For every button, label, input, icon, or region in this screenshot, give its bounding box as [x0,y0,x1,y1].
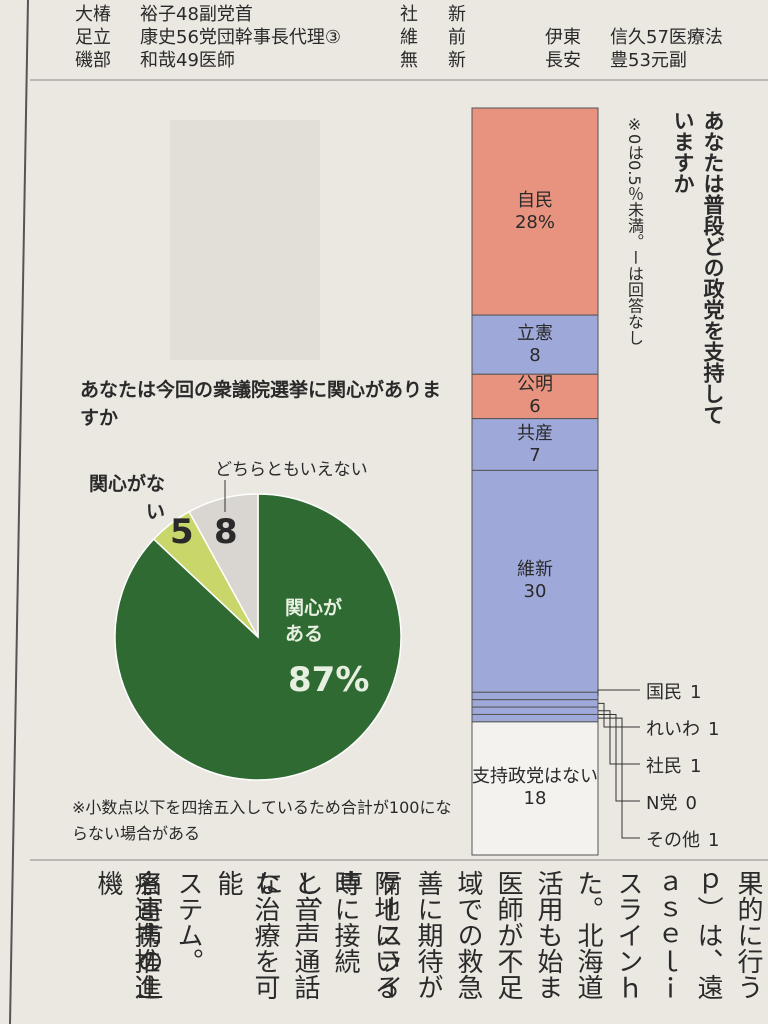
header-cell: 社 [400,4,418,25]
segment-label: 公明 6 [472,370,598,417]
body-column: 果的に行う [733,870,763,1000]
body-column: 療連携推進機 [93,870,160,1000]
body-column: な治療を可能 [213,870,280,1000]
segment-label: N党 0 [646,793,697,814]
bar-segment [471,699,599,708]
segment-value: 18 [523,788,547,810]
header-cell: 伊東 [545,27,581,48]
header-cell: 新 [448,50,466,71]
segment-label: その他 1 [646,830,720,851]
slice-value: 5 [170,512,194,552]
header-cell: 維 [400,27,418,48]
segment-label: れいわ 1 [646,719,720,740]
slice-label: 関心がある [285,597,343,645]
leader [598,710,640,765]
bar-segment [471,691,599,701]
pie-note: ※小数点以下を四捨五入しているため合計が100にならない場合がある [72,798,452,843]
segment-label: 自民 28% [472,186,598,233]
segment-value: 8 [529,344,541,366]
body-column: 域での救急 [453,870,483,1000]
body-column: ｐ）は、遠 [693,870,723,1000]
segment-value: 30 [523,581,547,603]
body-column: た。北海道 [573,870,603,1000]
body-column: と音声通話に [253,870,320,1000]
leader [598,717,640,839]
pie-slice [188,493,259,638]
body-column: 時に接続し、 [293,870,360,974]
segment-label: 支持政党はない 18 [472,766,598,810]
slice-label: どちらともいえない [215,460,368,480]
bar-note: ※0は0.5％未満。ーは回答なし [625,115,644,346]
header-cell: 和哉49医師 [140,50,235,71]
header-cell: 足立 [75,27,111,48]
slice-value: 8 [214,512,238,552]
body-column: 隔地にいる専 [333,870,400,1000]
leader [598,713,640,802]
segment-value: 1 [708,830,720,851]
segment-label: 共産 7 [472,419,598,466]
header-cell: 新 [448,4,466,25]
bar-segment [471,469,599,693]
header-cell: 磯部 [75,50,111,71]
body-column: ケースライ [373,870,403,1000]
slice-label: 関心がない [88,473,165,523]
bar-segment [471,706,599,715]
body-column: 善に期待が [413,870,443,1000]
header-cell: 無 [400,50,418,71]
pie-slice [114,493,402,781]
bar-segment [471,713,599,723]
segment-label: 維新 30 [472,555,598,602]
segment-value: 1 [690,682,702,703]
leader [598,702,640,728]
segment-value: 6 [529,396,541,418]
segment-value: 0 [685,793,697,814]
header-cell: 康史56党団幹事長代理③ [140,27,342,48]
segment-label: 国民 1 [646,682,702,703]
body-column: 名寄市の上 [133,870,163,1000]
header-cell: 豊53元副 [610,50,687,71]
slice-value: 87% [288,660,370,700]
segment-label: 社民 1 [646,756,702,777]
segment-value: 1 [690,756,702,777]
header-cell: 大椿 [75,4,111,25]
header-cell: 信久57医療法 [610,27,723,48]
header-cell: 裕子48副党首 [140,4,253,25]
header-cell: 前 [448,27,466,48]
bar-segment [471,721,599,856]
segment-value: 28% [514,211,555,233]
body-column: ａｓｅｌｉ [653,870,683,1000]
body-column: ステム。 [173,870,203,974]
body-column: スラインｈ [613,870,643,1000]
segment-label: 立憲 8 [472,319,598,366]
bar-title: あなたは普段どの政党を支持していますか [671,110,725,425]
body-column: 医師が不足 [493,870,523,1000]
header-cell: 長安 [545,50,581,71]
segment-value: 1 [708,719,720,740]
leader [597,689,640,696]
pie-title: あなたは今回の衆議院選挙に関心がありますか [80,379,442,429]
segment-value: 7 [529,444,541,466]
body-column: 活用も始ま [533,870,563,1000]
